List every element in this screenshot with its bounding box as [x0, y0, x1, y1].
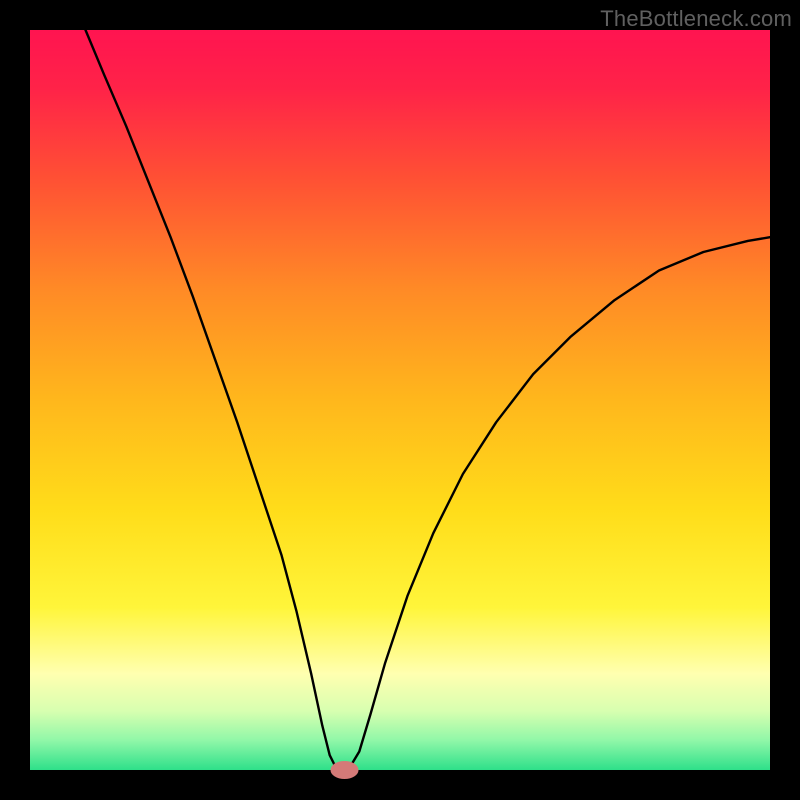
- bottleneck-chart: [0, 0, 800, 800]
- watermark-text: TheBottleneck.com: [600, 6, 792, 32]
- plot-background-gradient: [30, 30, 770, 770]
- chart-container: TheBottleneck.com: [0, 0, 800, 800]
- bottleneck-minimum-marker: [331, 761, 359, 779]
